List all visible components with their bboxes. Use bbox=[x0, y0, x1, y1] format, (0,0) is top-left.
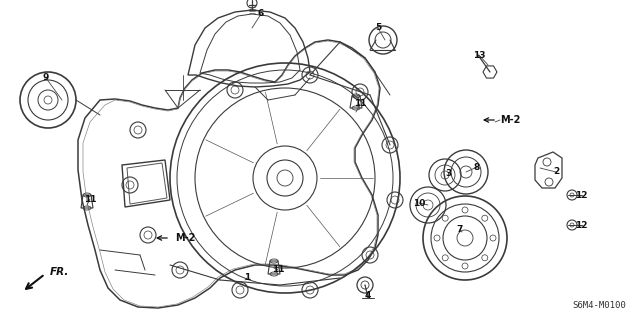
Text: 11: 11 bbox=[84, 195, 96, 204]
Text: 7: 7 bbox=[457, 226, 463, 234]
Text: 12: 12 bbox=[575, 191, 588, 201]
Text: 8: 8 bbox=[474, 162, 480, 172]
Text: 13: 13 bbox=[473, 50, 485, 60]
Text: M-2: M-2 bbox=[500, 115, 520, 125]
Text: 12: 12 bbox=[575, 221, 588, 231]
Text: 11: 11 bbox=[354, 100, 366, 108]
Text: 9: 9 bbox=[43, 73, 49, 83]
Text: M-2: M-2 bbox=[175, 233, 195, 243]
Text: 11: 11 bbox=[272, 265, 284, 275]
Text: S6M4-M0100: S6M4-M0100 bbox=[572, 301, 626, 310]
Text: FR.: FR. bbox=[50, 267, 69, 277]
Text: 10: 10 bbox=[413, 198, 425, 207]
Text: 3: 3 bbox=[445, 168, 451, 177]
Text: 5: 5 bbox=[375, 24, 381, 33]
Text: 2: 2 bbox=[553, 167, 559, 176]
Text: 6: 6 bbox=[258, 10, 264, 19]
Text: 4: 4 bbox=[365, 292, 371, 300]
Text: 1: 1 bbox=[244, 273, 250, 283]
